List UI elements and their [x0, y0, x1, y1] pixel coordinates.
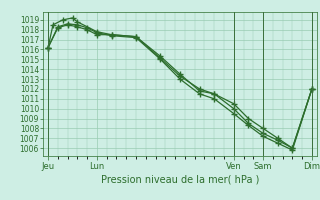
X-axis label: Pression niveau de la mer( hPa ): Pression niveau de la mer( hPa ): [101, 175, 259, 185]
